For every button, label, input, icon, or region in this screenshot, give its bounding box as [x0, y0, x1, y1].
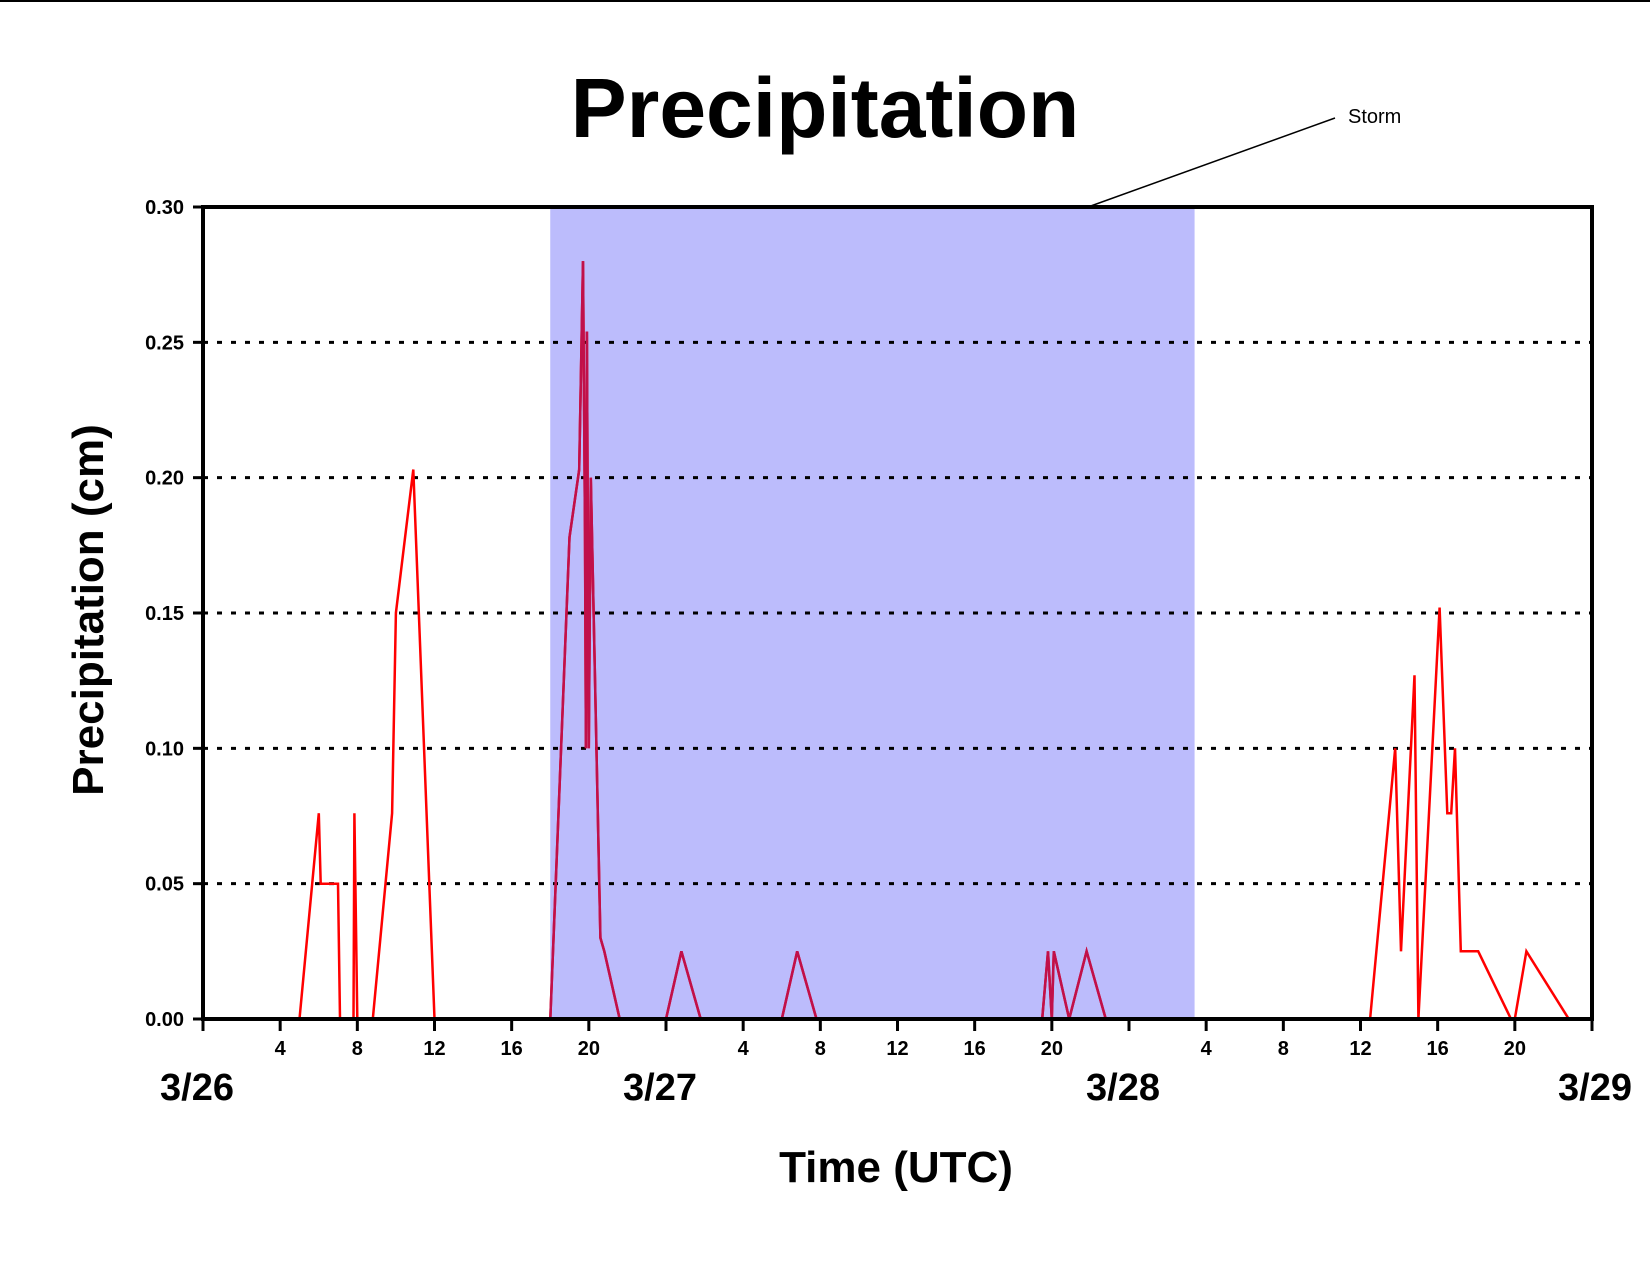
y-tick-label: 0.20 [145, 468, 184, 490]
x-tick-label: 8 [1278, 1038, 1289, 1060]
storm-annotation-leader [1087, 117, 1336, 208]
x-tick-label: 20 [1041, 1038, 1063, 1060]
y-tick-label: 0.15 [145, 603, 184, 625]
x-tick-label: 4 [738, 1038, 750, 1060]
storm-annotation-label: Storm [1348, 106, 1401, 128]
x-tick-label: 8 [352, 1038, 363, 1060]
axis-layer: 0.00 0.05 0.10 0.15 0.20 0.25 0.30 4 8 12 16 20 4 8 12… [145, 197, 1632, 1109]
y-tick-label: 0.10 [145, 738, 184, 760]
x-axis-label: Time (UTC) [779, 1143, 1013, 1192]
date-label: 3/29 [1558, 1067, 1632, 1109]
x-tick-label: 8 [815, 1038, 826, 1060]
y-axis-label: Precipitation (cm) [64, 424, 113, 796]
date-label: 3/28 [1086, 1067, 1160, 1109]
x-tick-label: 12 [1349, 1038, 1371, 1060]
x-tick-label: 4 [1201, 1038, 1213, 1060]
storm-shading [550, 207, 1195, 1019]
y-tick-label: 0.30 [145, 197, 184, 219]
y-tick-label: 0.25 [145, 332, 184, 354]
y-tick-label: 0.00 [145, 1009, 184, 1031]
y-tick-label: 0.05 [145, 874, 184, 896]
x-tick-label: 20 [1504, 1038, 1526, 1060]
x-tick-label: 20 [578, 1038, 600, 1060]
x-tick-label: 16 [964, 1038, 986, 1060]
storm-layer: Storm [550, 106, 1401, 1019]
x-tick-label: 4 [275, 1038, 287, 1060]
date-label: 3/27 [623, 1067, 697, 1109]
x-tick-label: 16 [1427, 1038, 1449, 1060]
x-tick-label: 16 [501, 1038, 523, 1060]
chart-title: Precipitation [571, 61, 1080, 155]
x-tick-label: 12 [423, 1038, 445, 1060]
date-label: 3/26 [160, 1067, 234, 1109]
x-tick-label: 12 [886, 1038, 908, 1060]
